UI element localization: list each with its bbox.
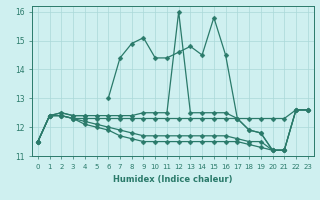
X-axis label: Humidex (Indice chaleur): Humidex (Indice chaleur) xyxy=(113,175,233,184)
